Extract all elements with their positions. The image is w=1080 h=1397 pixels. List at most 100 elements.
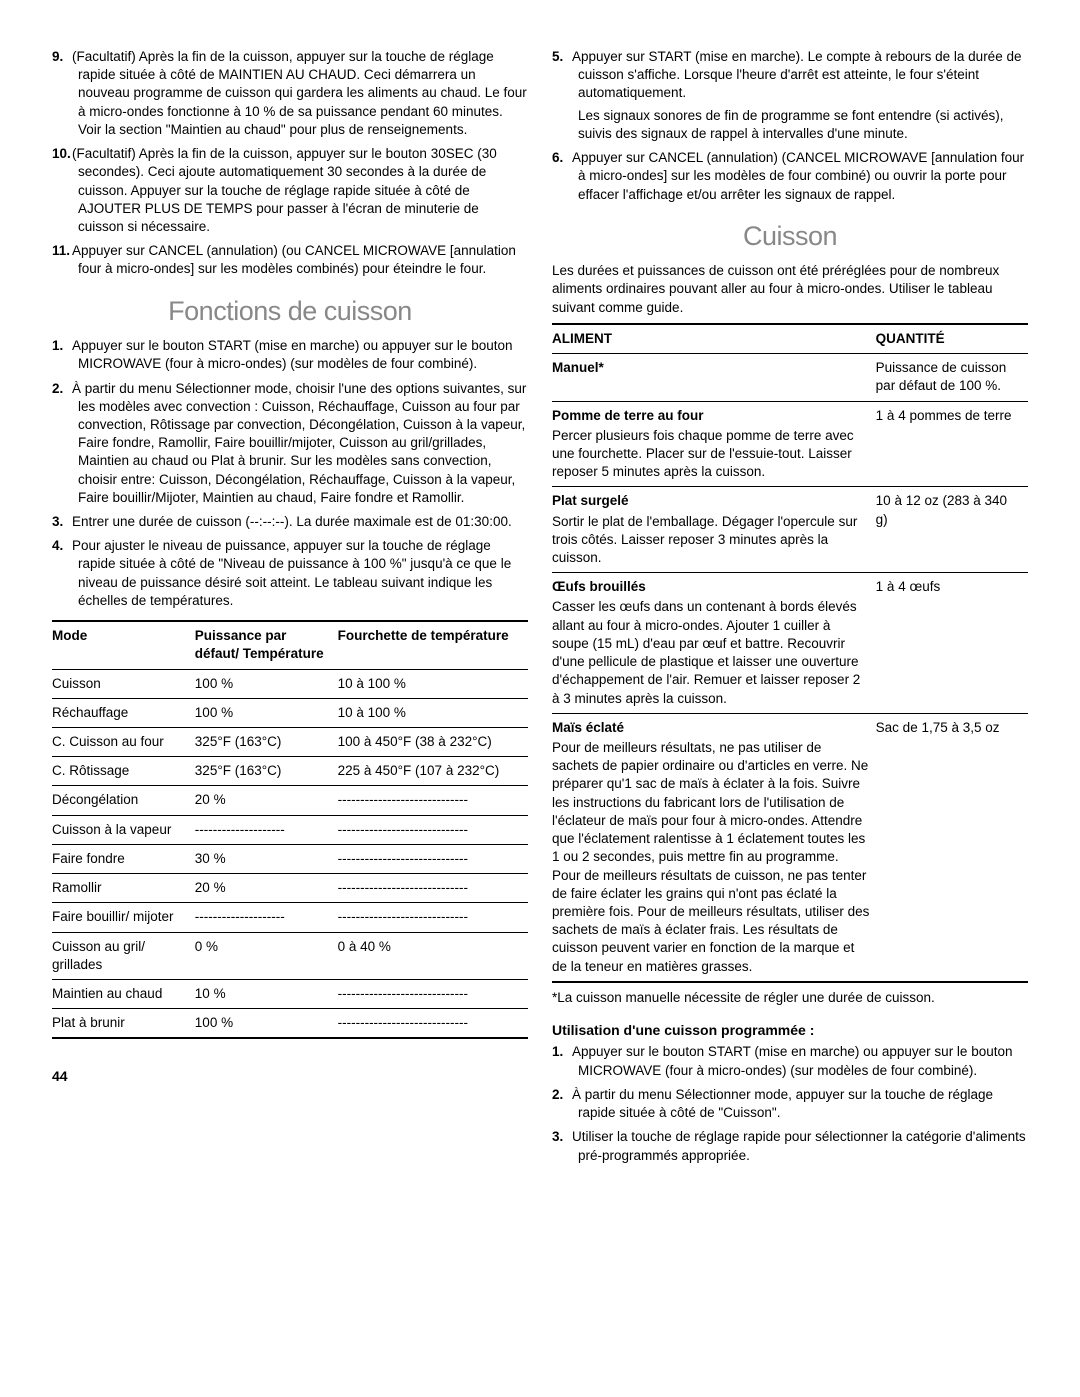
list-item: 5.Appuyer sur START (mise en marche). Le…: [578, 48, 1028, 143]
modes-h3: Fourchette de température: [338, 621, 528, 669]
item-text: Entrer une durée de cuisson (--:--:--). …: [72, 514, 512, 529]
food-title: Plat surgelé: [552, 492, 870, 510]
steps-list: 1.Appuyer sur le bouton START (mise en m…: [552, 1043, 1028, 1164]
table-cell: Cuisson à la vapeur: [52, 815, 195, 844]
footnote: *La cuisson manuelle nécessite de régler…: [552, 989, 1028, 1007]
list-item: 1.Appuyer sur le bouton START (mise en m…: [78, 337, 528, 373]
table-cell: -----------------------------: [338, 1009, 528, 1039]
list-item: 2.À partir du menu Sélectionner mode, ch…: [78, 380, 528, 508]
list-item: 1.Appuyer sur le bouton START (mise en m…: [578, 1043, 1028, 1079]
item-text: Appuyer sur CANCEL (annulation) (CANCEL …: [572, 150, 1024, 201]
table-cell: Maintien au chaud: [52, 979, 195, 1008]
food-desc: Percer plusieurs fois chaque pomme de te…: [552, 427, 870, 482]
table-cell: 325°F (163°C): [195, 757, 338, 786]
fonctions-list: 1.Appuyer sur le bouton START (mise en m…: [52, 337, 528, 610]
food-qty: 10 à 12 oz (283 à 340 g): [876, 487, 1028, 573]
table-cell: -----------------------------: [338, 874, 528, 903]
list-item: 6.Appuyer sur CANCEL (annulation) (CANCE…: [578, 149, 1028, 204]
table-row: Plat surgelé Sortir le plat de l'emballag…: [552, 487, 1028, 573]
item-text: Appuyer sur CANCEL (annulation) (ou CANC…: [72, 243, 516, 276]
table-row: Cuisson à la vapeur---------------------…: [52, 815, 528, 844]
table-cell: 20 %: [195, 874, 338, 903]
table-row: Ramollir20 %----------------------------…: [52, 874, 528, 903]
item-text: Utiliser la touche de réglage rapide pou…: [572, 1129, 1026, 1162]
item-number: 4.: [52, 537, 72, 555]
modes-h2: Puissance par défaut/ Température: [195, 621, 338, 669]
item-text: (Facultatif) Après la fin de la cuisson,…: [72, 49, 527, 137]
table-row: Décongélation20 %-----------------------…: [52, 786, 528, 815]
food-desc: Sortir le plat de l'emballage. Dégager l…: [552, 513, 870, 568]
item-number: 3.: [52, 513, 72, 531]
table-cell: 100 %: [195, 669, 338, 698]
table-cell: 10 à 100 %: [338, 698, 528, 727]
food-cell: Maïs éclaté Pour de meilleurs résultats, …: [552, 713, 876, 982]
table-row: Pomme de terre au four Percer plusieurs f…: [552, 401, 1028, 487]
table-row: C. Cuisson au four325°F (163°C)100 à 450…: [52, 728, 528, 757]
table-cell: Réchauffage: [52, 698, 195, 727]
table-cell: -----------------------------: [338, 979, 528, 1008]
table-cell: 10 %: [195, 979, 338, 1008]
table-cell: 100 à 450°F (38 à 232°C): [338, 728, 528, 757]
cuisson-intro: Les durées et puissances de cuisson ont …: [552, 262, 1028, 317]
table-row: Réchauffage100 %10 à 100 %: [52, 698, 528, 727]
list-item: 3.Entrer une durée de cuisson (--:--:--)…: [78, 513, 528, 531]
left-intro-list: 9.(Facultatif) Après la fin de la cuisso…: [52, 48, 528, 279]
item-number: 5.: [552, 48, 572, 66]
food-cell: Manuel*: [552, 354, 876, 401]
food-table: ALIMENT QUANTITÉ Manuel* Puissance de cui…: [552, 323, 1028, 983]
food-qty: 1 à 4 œufs: [876, 573, 1028, 714]
item-text: Appuyer sur le bouton START (mise en mar…: [572, 1044, 1012, 1077]
food-title: Œufs brouillés: [552, 578, 870, 596]
item-text: À partir du menu Sélectionner mode, choi…: [72, 381, 526, 505]
table-row: Œufs brouillésCasser les œufs dans un co…: [552, 573, 1028, 714]
food-h1: ALIMENT: [552, 324, 876, 354]
food-title: Maïs éclaté: [552, 719, 870, 737]
item-number: 1.: [52, 337, 72, 355]
item-number: 2.: [52, 380, 72, 398]
item-text: (Facultatif) Après la fin de la cuisson,…: [72, 146, 497, 234]
table-cell: -----------------------------: [338, 903, 528, 932]
item-number: 3.: [552, 1128, 572, 1146]
list-item: 3.Utiliser la touche de réglage rapide p…: [578, 1128, 1028, 1164]
page-number: 44: [52, 1067, 528, 1086]
food-h2: QUANTITÉ: [876, 324, 1028, 354]
list-item: 2.À partir du menu Sélectionner mode, ap…: [578, 1086, 1028, 1122]
subhead-utilisation: Utilisation d'une cuisson programmée :: [552, 1021, 1028, 1040]
item-text: Pour ajuster le niveau de puissance, app…: [72, 538, 511, 608]
list-item: 9.(Facultatif) Après la fin de la cuisso…: [78, 48, 528, 139]
food-qty: 1 à 4 pommes de terre: [876, 401, 1028, 487]
item-text: Appuyer sur le bouton START (mise en mar…: [72, 338, 512, 371]
table-cell: Plat à brunir: [52, 1009, 195, 1039]
right-intro-list: 5.Appuyer sur START (mise en marche). Le…: [552, 48, 1028, 204]
table-row: C. Rôtissage325°F (163°C)225 à 450°F (10…: [52, 757, 528, 786]
table-cell: 325°F (163°C): [195, 728, 338, 757]
food-cell: Pomme de terre au four Percer plusieurs f…: [552, 401, 876, 487]
table-row: Faire fondre30 %------------------------…: [52, 844, 528, 873]
food-desc: Pour de meilleurs résultats, ne pas util…: [552, 739, 870, 976]
modes-h1: Mode: [52, 621, 195, 669]
table-cell: --------------------: [195, 903, 338, 932]
table-cell: Cuisson au gril/ grillades: [52, 932, 195, 979]
food-title: Manuel*: [552, 359, 870, 377]
item-text: À partir du menu Sélectionner mode, appu…: [572, 1087, 993, 1120]
food-title: Pomme de terre au four: [552, 407, 870, 425]
table-cell: -----------------------------: [338, 815, 528, 844]
table-cell: Cuisson: [52, 669, 195, 698]
table-cell: 0 à 40 %: [338, 932, 528, 979]
item-number: 2.: [552, 1086, 572, 1104]
table-row: Faire bouillir/ mijoter-----------------…: [52, 903, 528, 932]
table-cell: C. Cuisson au four: [52, 728, 195, 757]
list-item: 4.Pour ajuster le niveau de puissance, a…: [78, 537, 528, 610]
section-title-fonctions: Fonctions de cuisson: [52, 293, 528, 329]
table-cell: --------------------: [195, 815, 338, 844]
food-cell: Plat surgelé Sortir le plat de l'emballag…: [552, 487, 876, 573]
table-row: Maintien au chaud10 %-------------------…: [52, 979, 528, 1008]
table-cell: 100 %: [195, 698, 338, 727]
table-cell: 20 %: [195, 786, 338, 815]
table-cell: -----------------------------: [338, 786, 528, 815]
table-cell: -----------------------------: [338, 844, 528, 873]
food-qty: Puissance de cuisson par défaut de 100 %…: [876, 354, 1028, 401]
table-row: Manuel* Puissance de cuisson par défaut d…: [552, 354, 1028, 401]
item-number: 1.: [552, 1043, 572, 1061]
table-cell: C. Rôtissage: [52, 757, 195, 786]
